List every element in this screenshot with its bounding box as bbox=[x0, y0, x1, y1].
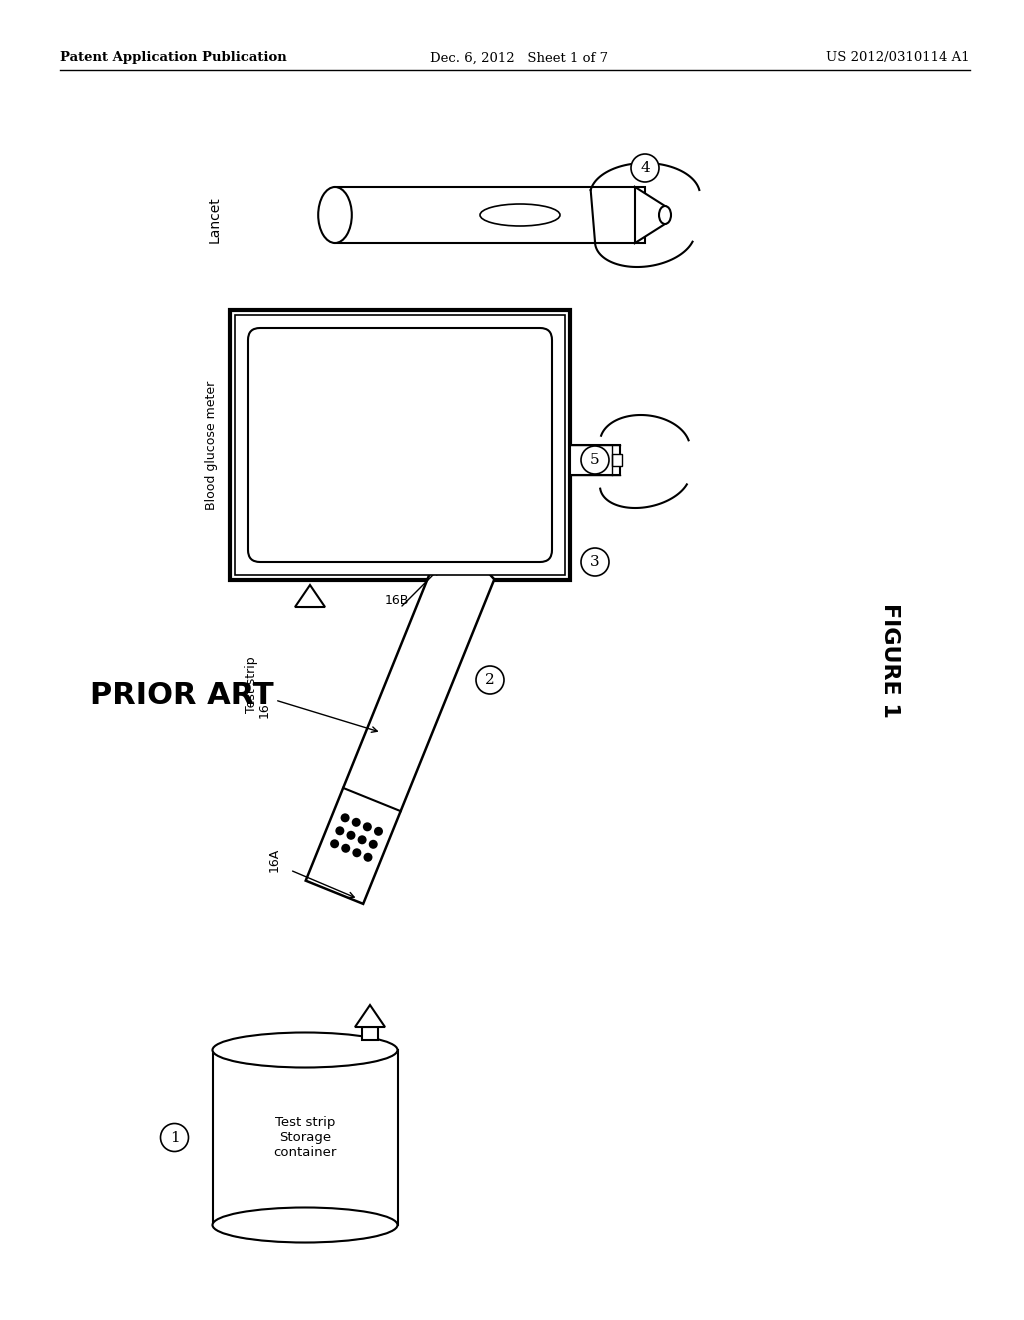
Bar bbox=[570, 445, 620, 475]
Bar bbox=[230, 310, 570, 579]
Ellipse shape bbox=[480, 205, 560, 226]
Bar bbox=[335, 187, 645, 243]
FancyBboxPatch shape bbox=[248, 327, 552, 562]
Text: 2: 2 bbox=[485, 673, 495, 686]
Circle shape bbox=[330, 840, 339, 849]
Text: Lancet: Lancet bbox=[208, 197, 222, 243]
Text: PRIOR ART: PRIOR ART bbox=[90, 681, 273, 710]
Ellipse shape bbox=[318, 187, 352, 243]
Circle shape bbox=[364, 853, 373, 862]
Circle shape bbox=[369, 840, 378, 849]
Text: Patent Application Publication: Patent Application Publication bbox=[60, 51, 287, 65]
Text: 16A: 16A bbox=[268, 847, 281, 873]
Circle shape bbox=[357, 836, 367, 845]
Circle shape bbox=[352, 849, 361, 857]
Polygon shape bbox=[635, 187, 665, 243]
Text: 5: 5 bbox=[590, 453, 600, 467]
Bar bbox=[612, 454, 622, 466]
Text: 16: 16 bbox=[258, 702, 271, 718]
Ellipse shape bbox=[659, 206, 671, 224]
Circle shape bbox=[351, 818, 360, 826]
Polygon shape bbox=[306, 554, 495, 904]
Bar bbox=[362, 1027, 378, 1040]
Circle shape bbox=[476, 667, 504, 694]
Circle shape bbox=[341, 843, 350, 853]
Circle shape bbox=[341, 813, 349, 822]
Text: Test strip: Test strip bbox=[245, 656, 258, 713]
Text: 1: 1 bbox=[170, 1130, 179, 1144]
Circle shape bbox=[374, 826, 383, 836]
Text: 16B: 16B bbox=[385, 594, 410, 606]
Text: US 2012/0310114 A1: US 2012/0310114 A1 bbox=[826, 51, 970, 65]
Circle shape bbox=[581, 548, 609, 576]
Text: 4: 4 bbox=[640, 161, 650, 176]
Circle shape bbox=[161, 1123, 188, 1151]
Circle shape bbox=[362, 822, 372, 832]
Bar bbox=[302, 601, 318, 607]
Text: Blood glucose meter: Blood glucose meter bbox=[206, 380, 218, 510]
Circle shape bbox=[631, 154, 659, 182]
Text: FIGURE 1: FIGURE 1 bbox=[880, 602, 900, 718]
Text: Test strip
Storage
container: Test strip Storage container bbox=[273, 1115, 337, 1159]
Text: Dec. 6, 2012   Sheet 1 of 7: Dec. 6, 2012 Sheet 1 of 7 bbox=[430, 51, 608, 65]
Polygon shape bbox=[295, 585, 325, 607]
Circle shape bbox=[581, 446, 609, 474]
Bar bbox=[234, 315, 565, 576]
Circle shape bbox=[346, 830, 355, 840]
Ellipse shape bbox=[213, 1208, 397, 1242]
Circle shape bbox=[335, 826, 344, 836]
Polygon shape bbox=[355, 1005, 385, 1027]
Text: 3: 3 bbox=[590, 554, 600, 569]
Ellipse shape bbox=[213, 1032, 397, 1068]
